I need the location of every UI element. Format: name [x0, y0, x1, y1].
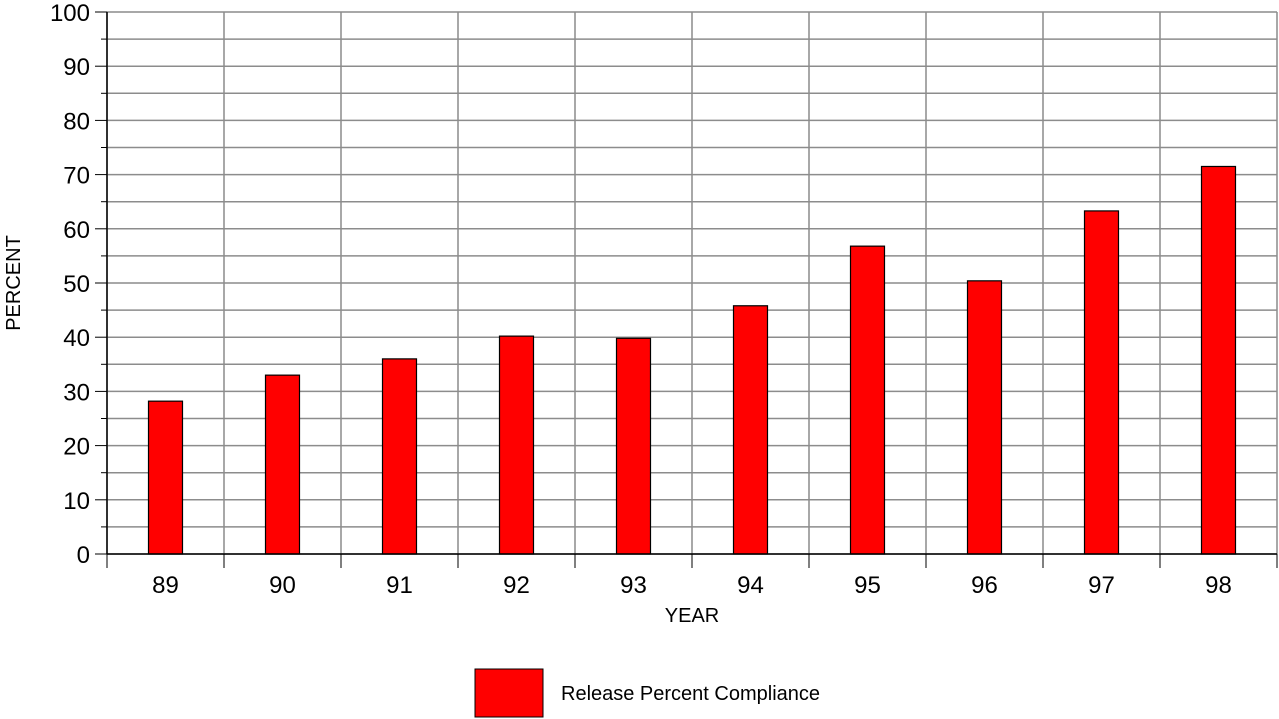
x-axis-ticks: 89 90 91 92 93 94 95 96 97 98 — [106, 554, 1278, 599]
x-tick-label: 93 — [620, 572, 647, 599]
y-tick-label: 60 — [63, 217, 90, 244]
y-tick-label: 0 — [77, 542, 90, 569]
y-tick-label: 100 — [50, 0, 90, 27]
grid-lines — [106, 11, 1278, 555]
x-tick-label: 97 — [1088, 572, 1115, 599]
x-tick-label: 96 — [971, 572, 998, 599]
y-tick-label: 30 — [63, 379, 90, 406]
legend: Release Percent Compliance — [474, 668, 820, 718]
bar — [264, 374, 301, 555]
x-tick-label: 89 — [152, 572, 179, 599]
y-tick-label: 70 — [63, 163, 90, 190]
y-tick-label: 20 — [63, 434, 90, 461]
y-tick-label: 90 — [63, 54, 90, 81]
legend-label: Release Percent Compliance — [561, 683, 820, 705]
bar — [849, 245, 886, 555]
bar — [498, 335, 535, 555]
bar — [615, 337, 652, 555]
bar — [1200, 165, 1237, 555]
x-tick-label: 98 — [1205, 572, 1232, 599]
y-tick-label: 50 — [63, 271, 90, 298]
x-axis-title: YEAR — [665, 605, 719, 627]
bar — [1083, 210, 1120, 555]
y-tick-label: 80 — [63, 108, 90, 135]
x-tick-label: 90 — [269, 572, 296, 599]
x-tick-label: 95 — [854, 572, 881, 599]
bar — [732, 305, 769, 555]
y-tick-label: 10 — [63, 488, 90, 515]
legend-swatch — [474, 668, 544, 718]
bar — [966, 280, 1003, 555]
bar — [147, 400, 184, 555]
x-tick-label: 91 — [386, 572, 413, 599]
x-tick-label: 94 — [737, 572, 764, 599]
y-axis-ticks: 0 10 20 30 40 50 60 70 80 90 100 — [50, 0, 107, 569]
y-tick-label: 40 — [63, 325, 90, 352]
y-axis-title: PERCENT — [3, 235, 25, 331]
bar — [381, 358, 418, 555]
x-tick-label: 92 — [503, 572, 530, 599]
